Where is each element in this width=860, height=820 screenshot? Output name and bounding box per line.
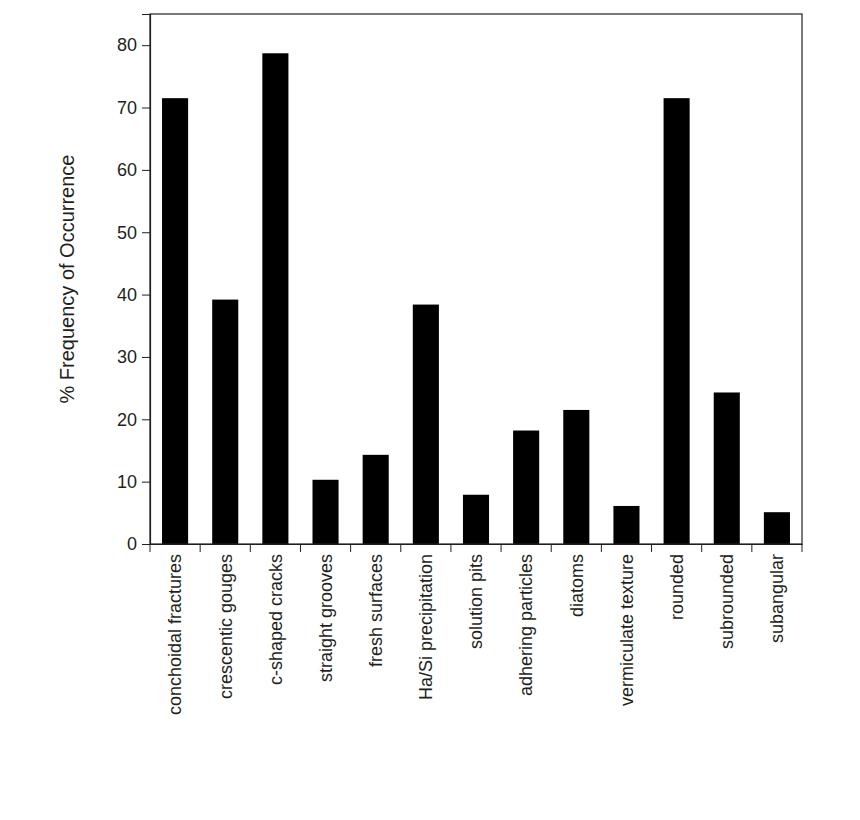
x-axis-line bbox=[151, 544, 803, 545]
y-axis-line bbox=[142, 15, 151, 545]
x-separator bbox=[300, 544, 301, 552]
x-separator bbox=[250, 544, 251, 552]
y-tick-mark bbox=[142, 232, 150, 233]
x-separator bbox=[150, 544, 151, 552]
y-axis-title: % Frequency of Occurrence bbox=[56, 155, 78, 404]
y-tick: 70 bbox=[117, 98, 150, 118]
y-tick-label: 70 bbox=[117, 98, 137, 118]
x-tick-label: subrounded bbox=[717, 554, 737, 649]
y-tick-label: 30 bbox=[117, 347, 137, 367]
x-separators bbox=[150, 544, 802, 552]
bar bbox=[714, 392, 740, 544]
x-tick-label: adhering particles bbox=[516, 554, 536, 696]
y-tick: 0 bbox=[127, 534, 150, 554]
x-axis: conchoidal fractures crescentic gouges c-s… bbox=[150, 544, 803, 715]
bar bbox=[363, 455, 389, 544]
x-tick-label: conchoidal fractures bbox=[165, 554, 185, 715]
y-tick-mark bbox=[142, 419, 150, 420]
y-tick: 50 bbox=[117, 222, 150, 242]
x-tick-label: crescentic gouges bbox=[216, 554, 236, 699]
y-tick-label: 80 bbox=[117, 35, 137, 55]
chart: 0 10 20 30 40 50 60 70 80 conchoidal fractures cre… bbox=[0, 0, 860, 820]
x-separator bbox=[751, 544, 752, 552]
x-tick: Ha/Si precipitation bbox=[416, 544, 436, 700]
y-tick-label: 40 bbox=[117, 285, 137, 305]
x-tick: solution pits bbox=[466, 544, 486, 649]
y-tick: 40 bbox=[117, 285, 150, 305]
x-tick: conchoidal fractures bbox=[165, 544, 185, 715]
y-tick-label: 20 bbox=[117, 410, 137, 430]
y-tick: 30 bbox=[117, 347, 150, 367]
x-tick: diatoms bbox=[567, 544, 587, 617]
bar bbox=[413, 305, 439, 544]
x-tick-label: subangular bbox=[767, 554, 787, 643]
bar bbox=[162, 98, 188, 544]
y-tick-mark bbox=[142, 170, 150, 171]
x-tick: fresh surfaces bbox=[366, 544, 386, 667]
x-tick-label: rounded bbox=[667, 554, 687, 620]
x-separator bbox=[701, 544, 702, 552]
x-tick: vermiculate texture bbox=[617, 544, 637, 706]
y-tick-mark bbox=[142, 357, 150, 358]
bar bbox=[312, 480, 338, 544]
x-separator bbox=[400, 544, 401, 552]
bar bbox=[463, 495, 489, 544]
y-tick-label: 10 bbox=[117, 472, 137, 492]
y-tick-label: 0 bbox=[127, 534, 137, 554]
plot: 0 10 20 30 40 50 60 70 80 conchoidal fractures cre… bbox=[117, 14, 803, 715]
x-separator bbox=[651, 544, 652, 552]
y-tick-mark bbox=[142, 108, 150, 109]
bar bbox=[764, 512, 790, 544]
x-separator bbox=[350, 544, 351, 552]
bar bbox=[513, 431, 539, 544]
y-tick-label: 60 bbox=[117, 160, 137, 180]
x-tick-label: Ha/Si precipitation bbox=[416, 554, 436, 700]
x-separator bbox=[551, 544, 552, 552]
x-tick-label: vermiculate texture bbox=[617, 554, 637, 706]
y-tick: 20 bbox=[117, 410, 150, 430]
y-tick: 80 bbox=[117, 35, 150, 55]
x-tick-label: solution pits bbox=[466, 554, 486, 649]
x-tick: rounded bbox=[667, 544, 687, 620]
x-tick: crescentic gouges bbox=[216, 544, 236, 699]
x-tick-label: diatoms bbox=[567, 554, 587, 617]
x-tick-label: straight grooves bbox=[316, 554, 336, 682]
x-separator bbox=[601, 544, 602, 552]
x-tick: subangular bbox=[767, 544, 787, 643]
x-tick: subrounded bbox=[717, 544, 737, 649]
x-tick-label: fresh surfaces bbox=[366, 554, 386, 667]
bar bbox=[664, 98, 690, 544]
bar bbox=[563, 410, 589, 544]
bar bbox=[613, 506, 639, 544]
y-tick-mark bbox=[142, 544, 150, 545]
x-separator bbox=[200, 544, 201, 552]
y-tick-mark bbox=[142, 45, 150, 46]
bar bbox=[262, 53, 288, 544]
x-tick: c-shaped cracks bbox=[266, 544, 286, 685]
y-axis: 0 10 20 30 40 50 60 70 80 bbox=[117, 15, 151, 555]
x-tick: straight grooves bbox=[316, 544, 336, 682]
y-tick-mark bbox=[142, 295, 150, 296]
plot-frame bbox=[150, 14, 802, 544]
x-tick-label: c-shaped cracks bbox=[266, 554, 286, 685]
x-separator bbox=[450, 544, 451, 552]
bars bbox=[162, 53, 790, 544]
y-tick-label: 50 bbox=[117, 222, 137, 242]
x-separator bbox=[501, 544, 502, 552]
x-separator bbox=[802, 544, 803, 552]
y-tick: 10 bbox=[117, 472, 150, 492]
y-tick: 60 bbox=[117, 160, 150, 180]
y-tick-mark bbox=[142, 482, 150, 483]
bar bbox=[212, 300, 238, 544]
x-tick: adhering particles bbox=[516, 544, 536, 696]
